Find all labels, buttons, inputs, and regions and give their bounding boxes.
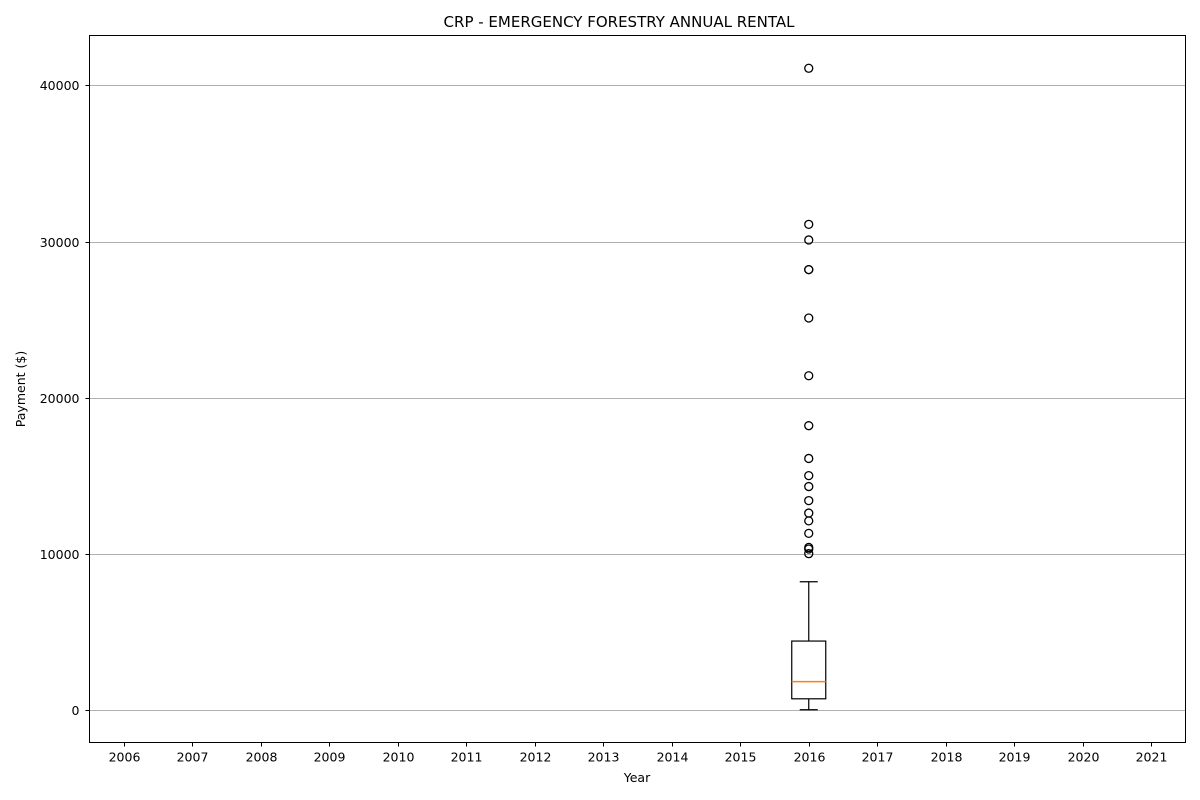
outlier-point <box>804 544 814 554</box>
outlier-point <box>804 421 814 431</box>
x-tick-label: 2018 <box>931 750 963 765</box>
outlier-point <box>804 453 814 464</box>
chart-title: CRP - EMERGENCY FORESTRY ANNUAL RENTAL <box>444 13 796 31</box>
outlier-point <box>804 481 814 492</box>
outlier-point <box>804 264 814 275</box>
box-2016 <box>791 63 827 711</box>
x-tick-label: 2020 <box>1068 750 1100 765</box>
y-tick-label: 40000 <box>40 78 80 93</box>
x-axis-label: Year <box>623 770 651 785</box>
x-tick-label: 2019 <box>999 750 1031 765</box>
x-tick-label: 2015 <box>725 750 757 765</box>
x-tick-label: 2006 <box>109 750 141 765</box>
iqr-box <box>791 640 827 700</box>
y-tick-label: 10000 <box>40 547 80 562</box>
outlier-point <box>804 470 814 481</box>
x-tick-label: 2017 <box>862 750 894 765</box>
x-tick-label: 2011 <box>451 750 483 765</box>
x-axis: 2006 2007 2008 2009 2010 2011 2012 2013 2014 2015… <box>109 742 1168 765</box>
plot-frame <box>89 35 1186 743</box>
x-tick-label: 2013 <box>588 750 620 765</box>
y-tick-label: 30000 <box>40 235 80 250</box>
x-tick-label: 2016 <box>794 750 826 765</box>
x-tick-label: 2021 <box>1136 750 1168 765</box>
y-tick-label: 0 <box>72 703 80 718</box>
x-tick-label: 2010 <box>383 750 415 765</box>
x-tick-label: 2014 <box>657 750 689 765</box>
y-axis-label: Payment ($) <box>13 351 28 427</box>
x-tick-label: 2009 <box>314 750 346 765</box>
outlier-point <box>804 508 814 518</box>
y-tick-label: 20000 <box>40 391 80 406</box>
outlier-point <box>804 235 814 245</box>
x-tick-label: 2012 <box>520 750 552 765</box>
gridlines <box>89 85 1186 711</box>
outlier-point <box>804 528 814 539</box>
x-tick-label: 2007 <box>177 750 209 765</box>
outlier-point <box>804 219 814 229</box>
outlier-point <box>804 495 814 506</box>
outlier-point <box>804 371 814 381</box>
outlier-point <box>804 313 814 323</box>
boxes <box>791 63 827 711</box>
outlier-point <box>804 516 814 526</box>
outlier-point <box>804 549 814 559</box>
x-tick-label: 2008 <box>246 750 278 765</box>
y-axis: 0 10000 20000 30000 40000 <box>40 78 90 718</box>
outlier-point <box>804 63 814 73</box>
